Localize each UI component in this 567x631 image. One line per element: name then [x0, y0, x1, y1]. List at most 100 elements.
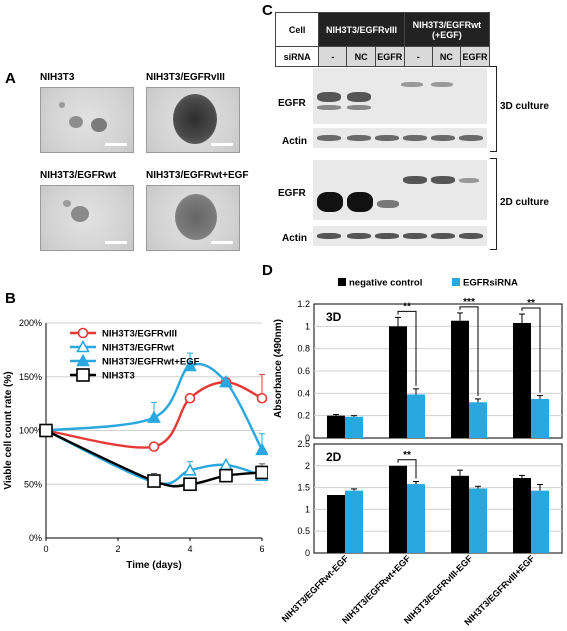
actin-label-3d: Actin [282, 136, 307, 147]
y-tick-label: 0 [305, 433, 310, 443]
cell-colony [59, 102, 65, 108]
legend-label: NIH3T3/EGFRwt [102, 343, 175, 354]
band [347, 135, 371, 141]
group-egfrviii: NIH3T3/EGFRvIII [318, 12, 405, 47]
panel-c-label: C [262, 2, 273, 19]
bar [345, 416, 363, 438]
data-point [77, 327, 89, 339]
y-axis-title: Absorbance (490nm) [273, 319, 284, 418]
y-tick-label: 50% [24, 479, 42, 489]
culture-3d-label: 3D culture [500, 101, 549, 112]
subplot-label: 2D [326, 450, 342, 464]
group-egfrwt: NIH3T3/EGFRwt (+EGF) [403, 12, 491, 47]
x-tick-label: 6 [259, 544, 264, 554]
data-point [255, 465, 268, 480]
significance-label: ** [527, 298, 535, 309]
micrograph-egfrwt-egf [146, 185, 240, 251]
bar [513, 322, 531, 438]
legend-label: NIH3T3/EGFRvIII [102, 329, 177, 340]
significance-bracket [397, 459, 417, 479]
actin-label-2d: Actin [282, 233, 307, 244]
scale-bar [105, 241, 127, 244]
panel-b-label: B [5, 290, 16, 307]
data-point [76, 353, 90, 367]
y-tick-label: 1 [305, 321, 310, 331]
panel-d-label: D [262, 262, 273, 279]
y-tick-label: 0.6 [297, 366, 310, 376]
category-label: NIH3T3/EGFRvIII-EGF [402, 553, 475, 626]
micrograph-title: NIH3T3/EGFRwt [40, 170, 117, 181]
y-tick-label: 0.2 [297, 411, 310, 421]
cell-colony [71, 206, 89, 222]
cell-header: Cell [274, 12, 320, 47]
significance-label: ** [403, 301, 411, 312]
blot-egfr-3d [313, 68, 487, 124]
plot-frame [313, 443, 563, 554]
micrograph-title: NIH3T3 [40, 72, 75, 83]
lane-label: NC [431, 46, 462, 67]
data-point [148, 441, 160, 452]
culture-2d-label: 2D culture [500, 197, 549, 208]
band [403, 176, 427, 184]
y-tick-label: 200% [19, 318, 42, 328]
band [347, 105, 371, 110]
band [459, 135, 483, 141]
band [459, 178, 479, 183]
data-point [76, 339, 90, 353]
band [317, 105, 341, 110]
bracket-3d [490, 66, 497, 152]
y-tick-label: 0% [29, 533, 42, 543]
subplot-label: 3D [326, 310, 342, 324]
y-tick-label: 0.5 [297, 526, 310, 536]
band [317, 92, 341, 102]
y-tick-label: 0.4 [297, 388, 310, 398]
legend-swatch [452, 278, 460, 286]
bar [389, 326, 407, 438]
significance-label: ** [403, 450, 411, 461]
data-point [147, 474, 161, 488]
micrograph-title: NIH3T3/EGFRvIII [146, 72, 225, 83]
bracket-2d [490, 158, 497, 250]
data-point [219, 374, 233, 388]
band [347, 192, 373, 212]
y-tick-label: 0.8 [297, 344, 310, 354]
legend-label: NIH3T3 [102, 371, 135, 382]
band [317, 135, 341, 141]
band [347, 92, 371, 102]
band [347, 233, 371, 239]
y-tick-label: 150% [19, 372, 42, 382]
data-point [183, 477, 197, 492]
y-tick-label: 1 [305, 504, 310, 514]
bar [531, 490, 549, 553]
bar [389, 465, 407, 553]
bar [327, 415, 345, 438]
y-tick-label: 2.5 [297, 439, 310, 449]
legend-label: negative control [349, 278, 422, 289]
band [401, 82, 423, 87]
band [317, 233, 341, 239]
sirna-header: siRNA [274, 46, 320, 67]
bar [531, 398, 549, 438]
data-point [255, 442, 268, 456]
x-tick-label: 2 [115, 544, 120, 554]
band [377, 200, 399, 208]
band [431, 233, 455, 239]
band [459, 233, 483, 239]
band [431, 176, 455, 184]
data-point [39, 423, 53, 438]
bar [345, 490, 363, 553]
category-label: NIH3T3/EGFRwt-EGF [280, 553, 351, 624]
bar [469, 488, 487, 553]
y-axis-title: Viable cell count rate (%) [3, 371, 14, 489]
cell-colony [69, 116, 83, 128]
blot-egfr-2d [313, 160, 487, 220]
y-tick-label: 2 [305, 461, 310, 471]
micrograph-egfrviii [146, 87, 240, 153]
band [375, 135, 399, 141]
y-tick-label: 0 [305, 548, 310, 558]
lane-table: Cell NIH3T3/EGFRvIII NIH3T3/EGFRwt (+EGF… [274, 12, 491, 67]
panel-a-label: A [5, 70, 16, 87]
bar [407, 394, 425, 438]
significance-bracket [521, 307, 541, 393]
panel-b-line-chart: 0% 50% 100% 150% 200% 0 2 4 6 Time (days) Viable c… [3, 318, 268, 571]
